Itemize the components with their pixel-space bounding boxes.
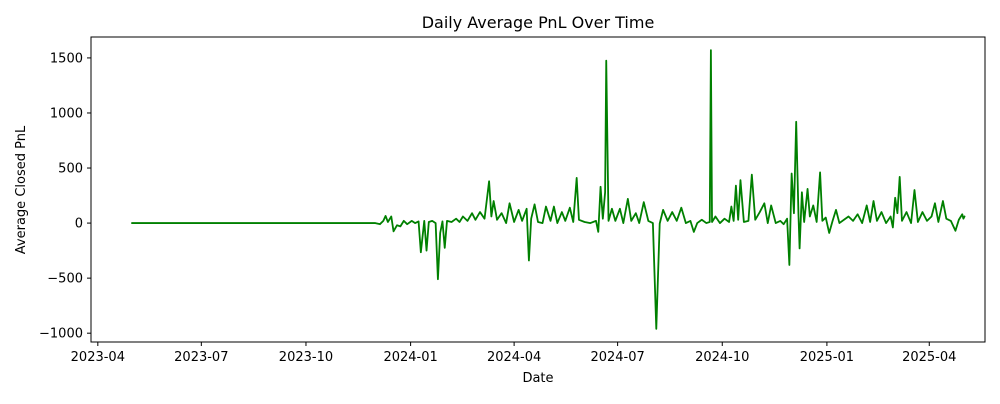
x-tick-label: 2024-01	[383, 350, 437, 365]
series-layer	[131, 49, 966, 330]
x-tick-label: 2024-04	[487, 350, 541, 365]
y-tick-label: −1000	[39, 327, 83, 342]
y-tick-label: −500	[47, 272, 83, 287]
y-tick-label: 1000	[50, 106, 83, 121]
chart-title: Daily Average PnL Over Time	[422, 13, 655, 32]
x-tick-label: 2023-10	[279, 350, 333, 365]
y-tick-label: 0	[75, 217, 83, 232]
plot-frame	[90, 36, 986, 343]
series-line	[131, 49, 966, 330]
x-axis-ticks: 2023-04 2023-07 2023-10 2024-01 2024-04 2024-…	[71, 342, 956, 365]
x-tick-label: 2024-07	[590, 350, 644, 365]
x-tick-label: 2025-04	[902, 350, 956, 365]
x-tick-label: 2024-10	[695, 350, 749, 365]
x-tick-label: 2025-01	[800, 350, 854, 365]
x-tick-label: 2023-04	[71, 350, 125, 365]
y-axis-ticks: −1000 −500 0 500 1000 1500	[39, 51, 91, 342]
y-tick-label: 1500	[50, 51, 83, 66]
y-tick-label: 500	[58, 162, 83, 177]
x-axis-label: Date	[522, 371, 553, 386]
x-tick-label: 2023-07	[174, 350, 228, 365]
y-axis-label: Average Closed PnL	[14, 125, 29, 254]
